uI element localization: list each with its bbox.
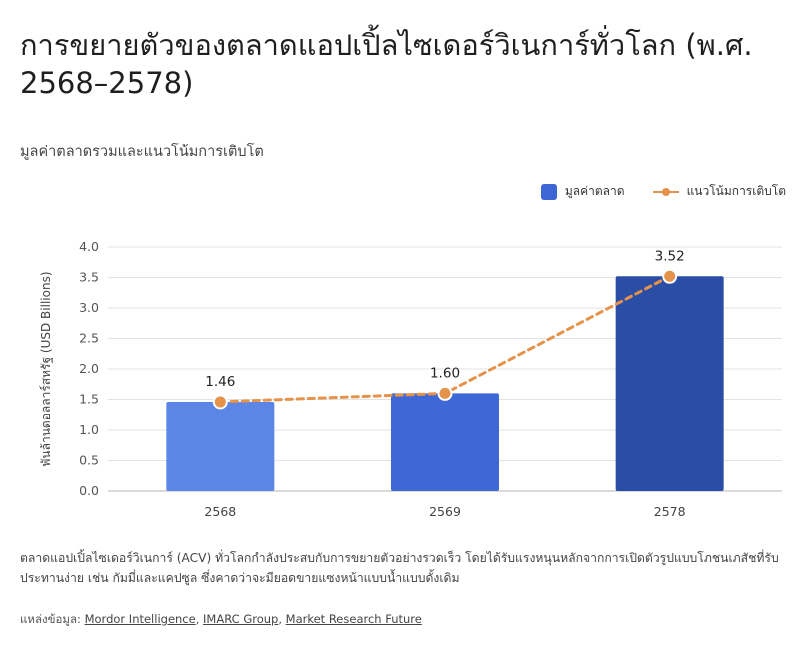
x-tick-label: 2569 xyxy=(429,504,461,519)
bar xyxy=(391,393,499,491)
y-tick-label: 2.0 xyxy=(79,361,99,376)
y-axis-title: พันล้านดอลลาร์สหรัฐ (USD Billions) xyxy=(39,272,53,467)
legend-bar-swatch xyxy=(540,183,557,200)
bar xyxy=(166,401,275,491)
x-tick-label: 2578 xyxy=(654,504,686,519)
trend-point xyxy=(212,394,228,410)
y-tick-label: 2.5 xyxy=(79,331,99,346)
y-tick-label: 4.0 xyxy=(79,239,99,254)
chart-subtitle: มูลค่าตลาดรวมและแนวโน้มการเติบโต xyxy=(20,144,264,160)
sources-line: แหล่งข้อมูล: Mordor Intelligence, IMARC … xyxy=(20,612,422,626)
chart-title: การขยายตัวของตลาดแอปเปิ้ลไซเดอร์วิเนการ์… xyxy=(20,28,753,100)
y-tick-label: 0.0 xyxy=(79,483,99,498)
y-tick-label: 3.0 xyxy=(79,300,99,315)
source-link-mordor[interactable]: Mordor Intelligence xyxy=(84,612,196,626)
x-tick-label: 2568 xyxy=(204,504,236,519)
data-label: 1.60 xyxy=(430,365,460,381)
source-link-mrf[interactable]: Market Research Future xyxy=(285,612,422,626)
y-tick-label: 0.5 xyxy=(79,453,99,468)
bar xyxy=(615,276,724,491)
y-tick-label: 1.0 xyxy=(79,422,99,437)
trend-line xyxy=(218,274,672,404)
source-link-imarc[interactable]: IMARC Group xyxy=(203,612,279,626)
chart-description: ตลาดแอปเปิ้ลไซเดอร์วิเนการ์ (ACV) ทั่วโล… xyxy=(20,551,779,585)
data-label: 1.46 xyxy=(205,374,235,390)
sources-prefix: แหล่งข้อมูล: xyxy=(20,612,85,626)
bar-line-chart: 0.0 0.5 1.0 1.5 2.0 2.5 3.0 3.5 4.0 พันล้านดอลลาร… xyxy=(39,239,782,519)
trend-point xyxy=(662,268,678,284)
y-tick-label: 3.5 xyxy=(79,270,99,285)
legend-line-label: แนวโน้มการเติบโต xyxy=(686,184,786,198)
legend: มูลค่าตลาด แนวโน้มการเติบโต xyxy=(540,182,786,201)
legend-item-market-value: มูลค่าตลาด xyxy=(540,182,625,201)
legend-line-swatch xyxy=(652,187,679,197)
legend-bar-label: มูลค่าตลาด xyxy=(564,184,625,198)
trend-point xyxy=(437,385,453,401)
legend-item-trend: แนวโน้มการเติบโต xyxy=(652,182,786,201)
data-label: 3.52 xyxy=(655,248,685,264)
y-tick-label: 1.5 xyxy=(79,392,99,407)
